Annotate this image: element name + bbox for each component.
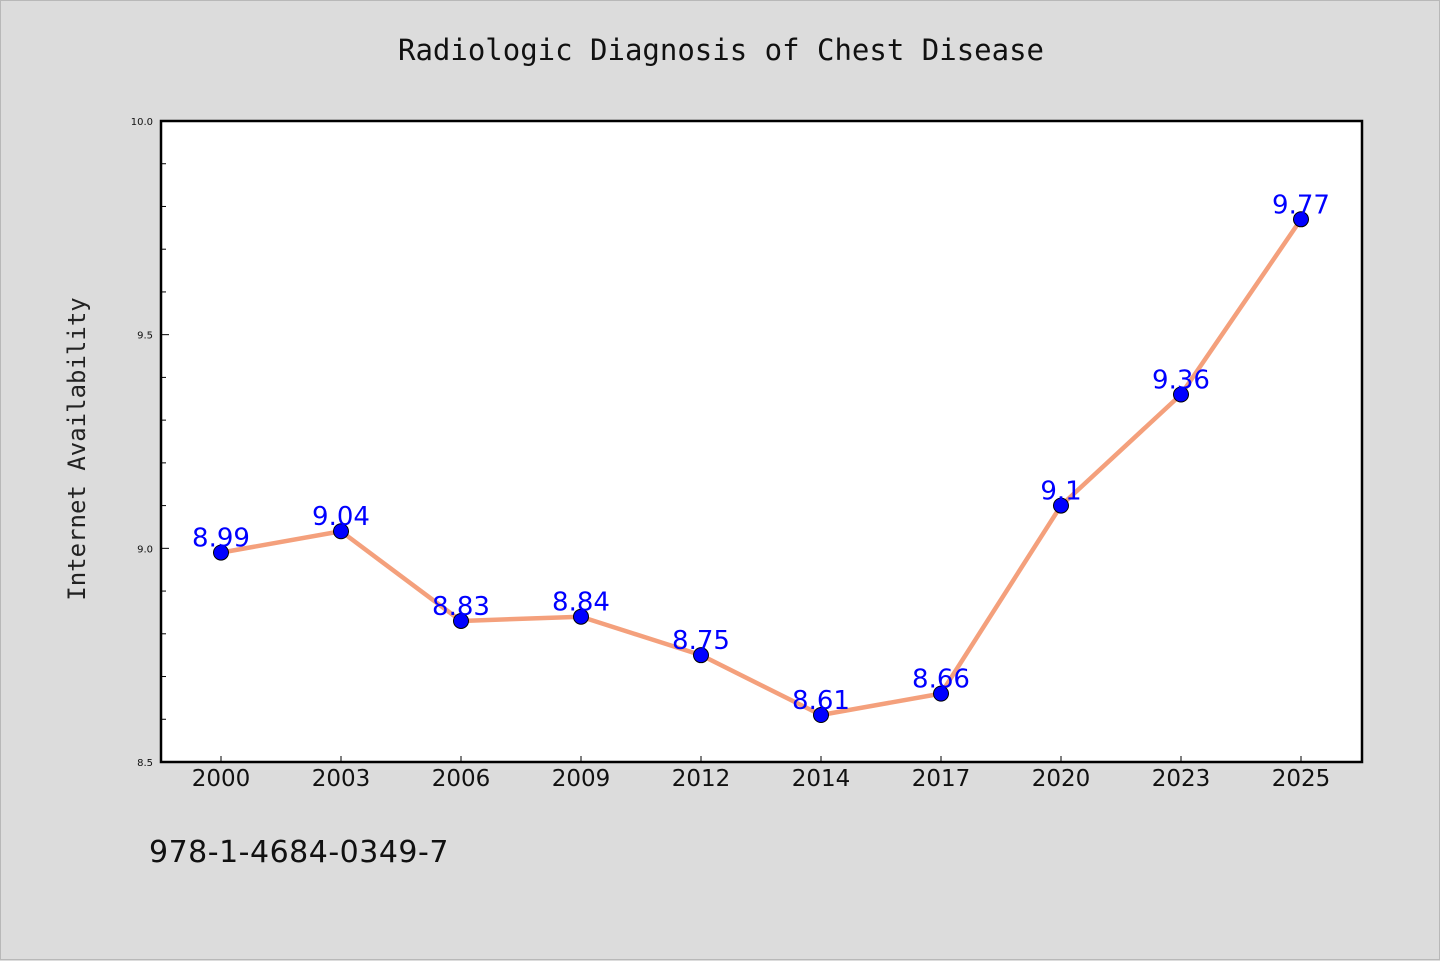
data-point [213, 544, 229, 561]
data-label: 8.99 [192, 524, 250, 554]
data-label: 8.84 [552, 588, 610, 618]
x-tick-label: 2023 [1152, 766, 1211, 792]
series-line [218, 217, 1304, 718]
data-point [933, 685, 949, 702]
data-label: 8.75 [672, 626, 730, 656]
data-point [1053, 497, 1069, 514]
x-tick-label: 2025 [1272, 766, 1331, 792]
x-tick-label: 2017 [912, 766, 971, 792]
data-point [1293, 211, 1309, 228]
data-label: 9.77 [1272, 190, 1330, 220]
data-label: 8.83 [432, 592, 490, 622]
data-point [813, 706, 829, 723]
data-point [333, 523, 349, 540]
data-label: 8.61 [792, 686, 850, 716]
data-point [693, 647, 709, 664]
x-tick-label: 2012 [672, 766, 731, 792]
x-tick-label: 2000 [192, 766, 251, 792]
y-tick-label: 9.5 [137, 331, 153, 342]
y-tick-label: 10.0 [131, 117, 153, 128]
data-label: 9.36 [1152, 365, 1210, 395]
x-tick-label: 2003 [312, 766, 371, 792]
data-label: 8.66 [912, 665, 970, 695]
y-tick-label: 8.5 [137, 758, 153, 769]
data-point [1173, 386, 1189, 403]
x-tick-label: 2020 [1032, 766, 1091, 792]
data-label: 9.04 [312, 502, 370, 532]
data-point [573, 608, 589, 625]
plot-area [161, 121, 1362, 762]
isbn-code: 978-1-4684-0349-7 [149, 835, 449, 870]
x-tick-label: 2006 [432, 766, 491, 792]
plot-frame [159, 119, 1364, 764]
x-tick-label: 2009 [552, 766, 611, 792]
chart-title: Radiologic Diagnosis of Chest Disease [397, 33, 1044, 67]
data-point [453, 612, 469, 629]
x-tick-label: 2014 [792, 766, 851, 792]
y-tick-label: 9.0 [137, 544, 153, 555]
data-label: 9.1 [1040, 477, 1081, 507]
